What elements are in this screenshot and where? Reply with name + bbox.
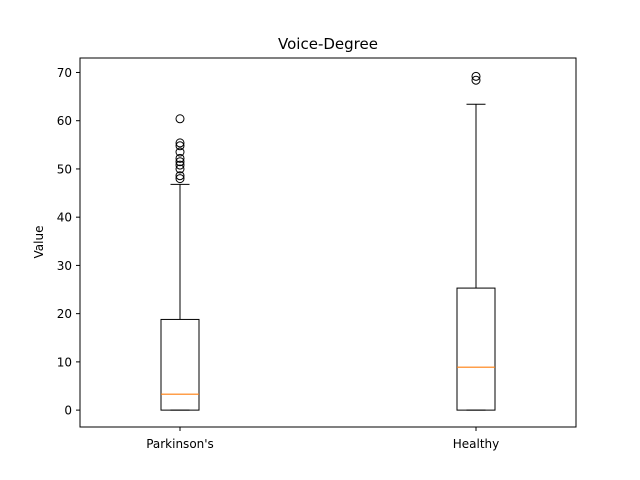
outlier-point (175, 147, 185, 157)
box-group-0 (160, 114, 200, 411)
y-tick-label: 30 (57, 259, 72, 273)
y-tick-label: 20 (57, 307, 72, 321)
y-tick-label: 60 (57, 114, 72, 128)
box (160, 318, 200, 411)
outlier-point (175, 138, 185, 148)
outlier-point (175, 153, 185, 163)
x-tick-label: Parkinson's (146, 437, 214, 451)
x-tick-label: Healthy (453, 437, 500, 451)
outlier-point (175, 141, 185, 151)
y-axis-label: Value (32, 226, 46, 259)
outlier-point (175, 174, 185, 184)
y-tick-label: 50 (57, 162, 72, 176)
outlier-point (175, 160, 185, 170)
y-tick-label: 40 (57, 211, 72, 225)
box-group-1 (456, 71, 496, 411)
plot-frame (79, 57, 577, 428)
plot-area (160, 71, 496, 411)
y-tick-label: 0 (64, 404, 72, 418)
y-tick-label: 70 (57, 66, 72, 80)
box (456, 287, 496, 411)
outlier-point (471, 71, 481, 81)
outlier-point (175, 171, 185, 181)
outlier-point (175, 114, 185, 124)
outlier-point (175, 157, 185, 167)
y-tick-label: 10 (57, 355, 72, 369)
outlier-point (471, 75, 481, 85)
outlier-point (175, 164, 185, 174)
chart-title: Voice-Degree (278, 35, 378, 53)
